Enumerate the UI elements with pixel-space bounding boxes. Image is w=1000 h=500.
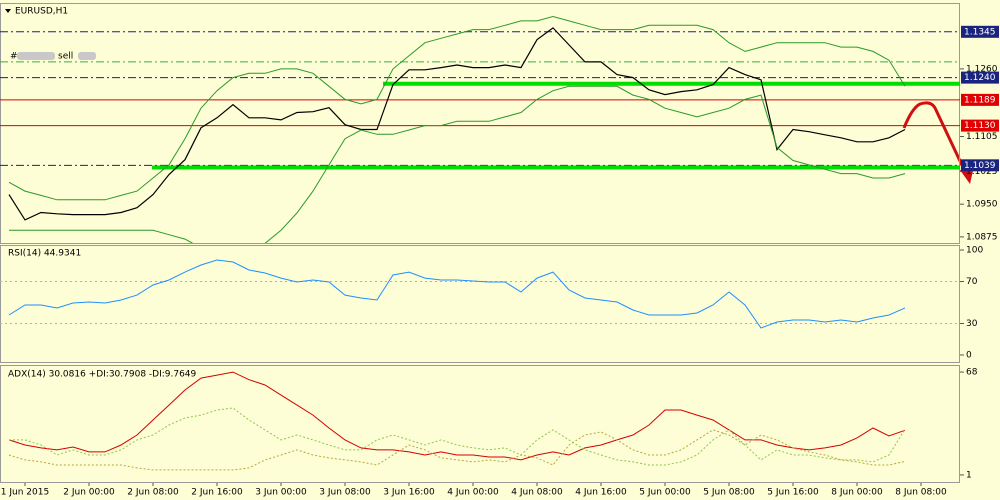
adx-title: ADX(14) 30.0816 +DI:30.7908 -DI:9.7649 bbox=[8, 370, 197, 380]
y-tick-label: 30 bbox=[966, 319, 978, 329]
chart-title: EURUSD,H1 bbox=[15, 7, 68, 17]
level-box bbox=[961, 159, 999, 172]
x-tick-label: 4 Jun 16:00 bbox=[575, 488, 627, 498]
series-line bbox=[8, 27, 906, 221]
blurred-text bbox=[78, 52, 96, 60]
x-tick-label: 5 Jun 08:00 bbox=[703, 488, 755, 498]
level-box bbox=[961, 93, 999, 106]
panel-border bbox=[0, 365, 960, 483]
x-tick-label: 5 Jun 00:00 bbox=[639, 488, 691, 498]
x-tick-label: 5 Jun 16:00 bbox=[767, 488, 819, 498]
x-tick-label: 3 Jun 00:00 bbox=[255, 488, 307, 498]
plot bbox=[8, 371, 906, 471]
y-tick-label: 100 bbox=[966, 246, 983, 256]
x-tick-label: 3 Jun 16:00 bbox=[383, 488, 435, 498]
panel-border bbox=[0, 245, 960, 363]
level-box bbox=[961, 25, 999, 38]
y-tick-label: 1.0875 bbox=[966, 232, 998, 242]
hash: # bbox=[10, 52, 18, 62]
y-tick-label: 70 bbox=[966, 277, 978, 287]
y-tick-label: 1.1260 bbox=[966, 64, 998, 74]
annotation: sell bbox=[58, 52, 73, 62]
y-tick-label: 1 bbox=[966, 470, 972, 480]
level-label: 1.1240 bbox=[964, 73, 996, 83]
x-tick-label: 2 Jun 08:00 bbox=[127, 488, 179, 498]
level-label: 1.1189 bbox=[964, 95, 996, 105]
series-line bbox=[8, 15, 906, 201]
panel-border bbox=[0, 3, 960, 244]
level-box bbox=[961, 71, 999, 84]
y-tick-label: 1.1025 bbox=[966, 167, 998, 177]
plot bbox=[0, 15, 960, 243]
x-tick-label: 1 Jun 2015 bbox=[1, 488, 49, 498]
x-tick-label: 2 Jun 00:00 bbox=[63, 488, 115, 498]
arrow bbox=[902, 101, 970, 179]
plot bbox=[0, 259, 960, 329]
x-tick-label: 4 Jun 00:00 bbox=[447, 488, 499, 498]
series-line bbox=[9, 407, 906, 466]
level-label: 1.1345 bbox=[964, 27, 996, 37]
level-box bbox=[961, 119, 999, 132]
x-tick-label: 2 Jun 16:00 bbox=[191, 488, 243, 498]
series-line bbox=[9, 85, 906, 243]
x-tick-label: 8 Jun 08:00 bbox=[895, 488, 947, 498]
y-tick-label: 1.0950 bbox=[966, 200, 998, 210]
y-tick-label: 68 bbox=[966, 368, 978, 378]
x-tick-label: 3 Jun 08:00 bbox=[319, 488, 371, 498]
x-tick-label: 8 Jun 00:00 bbox=[831, 488, 883, 498]
blurred-text bbox=[17, 52, 55, 60]
level-label: 1.1039 bbox=[964, 161, 996, 171]
rsi-title: RSI(14) 44.9341 bbox=[8, 249, 81, 259]
x-tick-label: 4 Jun 08:00 bbox=[511, 488, 563, 498]
series-line bbox=[8, 371, 906, 461]
menu-triangle bbox=[5, 9, 11, 13]
level-label: 1.1130 bbox=[964, 121, 996, 131]
series-line bbox=[8, 259, 906, 329]
y-tick-label: 0 bbox=[966, 350, 972, 360]
y-tick-label: 1.1105 bbox=[966, 132, 998, 142]
